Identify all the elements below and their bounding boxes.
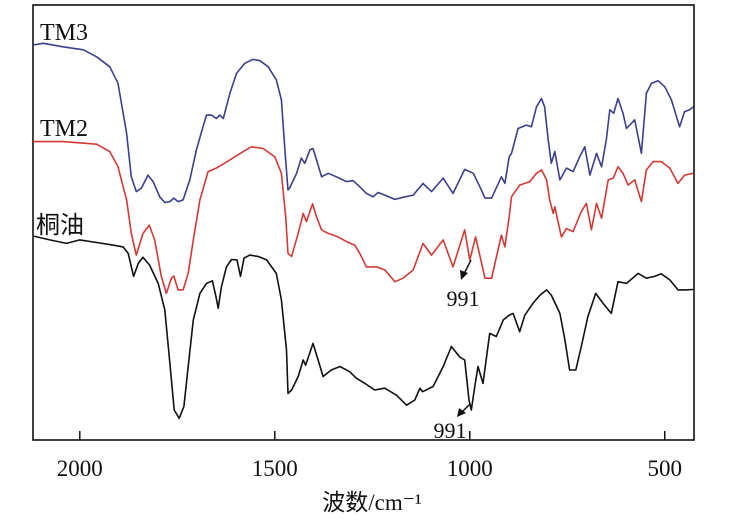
x-tick-label: 1500: [252, 456, 298, 481]
x-tick-label: 2000: [57, 456, 103, 481]
annotation-991-tung-oil: 991: [434, 403, 471, 443]
annotation-label: 991: [447, 286, 480, 311]
series-line-tm2: [33, 140, 694, 295]
x-axis-label: 波数/cm⁻¹: [322, 490, 422, 515]
x-tick-label: 500: [648, 456, 683, 481]
plot-frame: [32, 4, 695, 441]
x-tick-label: 1000: [447, 456, 493, 481]
series-label-tm3: TM3: [40, 20, 88, 46]
annotation-991-tm2: 991: [447, 259, 480, 311]
series-label-tm2: TM2: [40, 116, 88, 142]
annotation-label: 991: [434, 418, 467, 443]
arrowhead-icon: [457, 408, 466, 417]
series-line-tung-oil: [32, 235, 694, 420]
series-label-tung-oil: 桐油: [36, 212, 84, 239]
annotation-arrow: [461, 403, 471, 413]
arrowhead-icon: [460, 270, 468, 280]
annotation-arrow: [463, 259, 472, 275]
series-line-tm3: [32, 42, 694, 204]
